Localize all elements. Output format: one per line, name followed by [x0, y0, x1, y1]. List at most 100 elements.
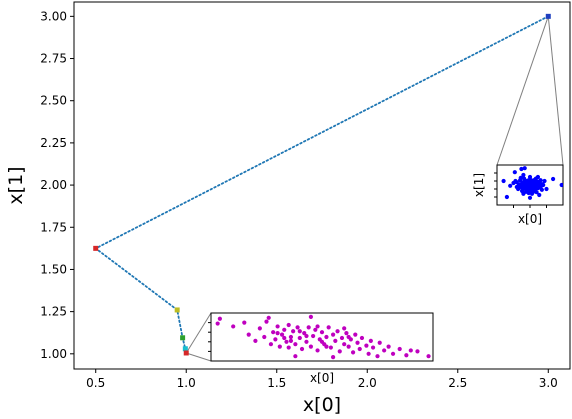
inset-point [328, 345, 333, 350]
inset-point [350, 350, 356, 355]
trajectory-point [180, 335, 186, 341]
inset-point [242, 320, 247, 325]
inset-point [215, 321, 220, 326]
inset-point [342, 342, 347, 347]
inset-point [293, 354, 298, 359]
inset-point [346, 334, 351, 340]
inset-point [293, 342, 298, 347]
inset-point [523, 189, 529, 194]
inset-point [386, 344, 391, 349]
inset-point [522, 166, 527, 171]
inset-point [282, 327, 287, 332]
inset-point [297, 329, 302, 334]
inset-point [527, 195, 533, 200]
inset-x-label: x[0] [518, 212, 542, 226]
inset-x-label: x[0] [310, 371, 334, 385]
inset-point [370, 345, 376, 350]
inset-point [521, 172, 526, 178]
trajectory-point [174, 307, 180, 313]
inset-point [521, 182, 526, 188]
trajectory-point [545, 13, 551, 19]
y-tick-label: 1.75 [40, 220, 67, 234]
inset-point [308, 344, 313, 349]
inset-point [271, 330, 276, 335]
inset-point [288, 338, 294, 343]
inset-point [531, 178, 537, 184]
y-tick-label: 1.00 [40, 347, 67, 361]
inset-connector [496, 16, 549, 166]
y-axis-ticks: 1.00 1.25 1.50 1.75 2.00 2.25 2.50 2.75 3.00 [40, 9, 74, 361]
inset-point [302, 331, 307, 336]
inset-point [534, 182, 539, 188]
inset-point [275, 331, 280, 336]
inset-point [315, 348, 320, 353]
trajectory-point [182, 346, 188, 352]
inset-point [514, 180, 519, 185]
inset-point [533, 186, 538, 192]
x-tick-label: 1.0 [177, 376, 196, 390]
inset-point [390, 351, 396, 356]
y-tick-label: 2.00 [40, 178, 67, 192]
inset-point [353, 332, 358, 337]
inset-point [368, 338, 373, 343]
inset-point [357, 346, 362, 352]
inset-point [359, 335, 365, 341]
inset-point [512, 170, 517, 175]
inset-point [288, 334, 294, 340]
inset-point [273, 337, 278, 342]
inset-point [342, 326, 347, 331]
insets: x[0] x[1] x[0] [208, 164, 564, 385]
inset-point [331, 355, 336, 360]
inset-point [299, 346, 305, 352]
inset-point [291, 329, 296, 334]
inset-point [337, 349, 342, 354]
inset-point [279, 332, 285, 337]
inset-point [534, 190, 539, 195]
inset-point [404, 353, 409, 358]
inset-point [366, 351, 371, 356]
y-tick-label: 2.25 [40, 136, 67, 150]
inset-point [324, 344, 329, 349]
x-axis-ticks: 0.5 1.0 1.5 2.0 2.5 3.0 [86, 369, 558, 390]
inset-point [339, 335, 345, 341]
inset-point [319, 330, 325, 335]
inset-connector [185, 312, 212, 354]
inset-point [537, 192, 542, 198]
inset-point [284, 339, 289, 344]
inset-panel: x[0] x[1] [472, 164, 564, 226]
inset-point [266, 315, 271, 320]
inset-point [542, 178, 547, 184]
inset-point [355, 340, 360, 345]
trajectory-point [183, 350, 189, 356]
inset-point [415, 349, 420, 354]
inset-panel: x[0] [208, 312, 434, 385]
inset-point [527, 174, 533, 180]
inset-point [306, 325, 311, 330]
inset-point [231, 324, 236, 329]
inset-point [526, 178, 531, 183]
inset-point [523, 179, 528, 184]
y-tick-label: 1.50 [40, 262, 67, 276]
inset-point [519, 166, 524, 172]
inset-point [311, 333, 316, 339]
inset-point [377, 340, 382, 345]
inset-point [268, 342, 274, 347]
inset-point [408, 348, 413, 353]
inset-connector-lines [185, 16, 564, 362]
inset-point [551, 176, 556, 182]
y-axis-label: x[1] [5, 166, 27, 204]
inset-point [375, 354, 380, 359]
inset-point [525, 186, 530, 191]
inset-point [257, 326, 262, 331]
inset-point [501, 178, 506, 184]
inset-point [519, 186, 525, 191]
inset-point [344, 331, 349, 336]
inset-point [508, 183, 513, 188]
y-tick-label: 2.50 [40, 94, 67, 108]
inset-y-label: x[1] [472, 173, 486, 197]
inset-point [264, 319, 269, 324]
inset-point [333, 338, 338, 343]
inset-connector [186, 352, 212, 362]
y-tick-label: 2.75 [40, 52, 67, 66]
inset-point [426, 354, 431, 359]
